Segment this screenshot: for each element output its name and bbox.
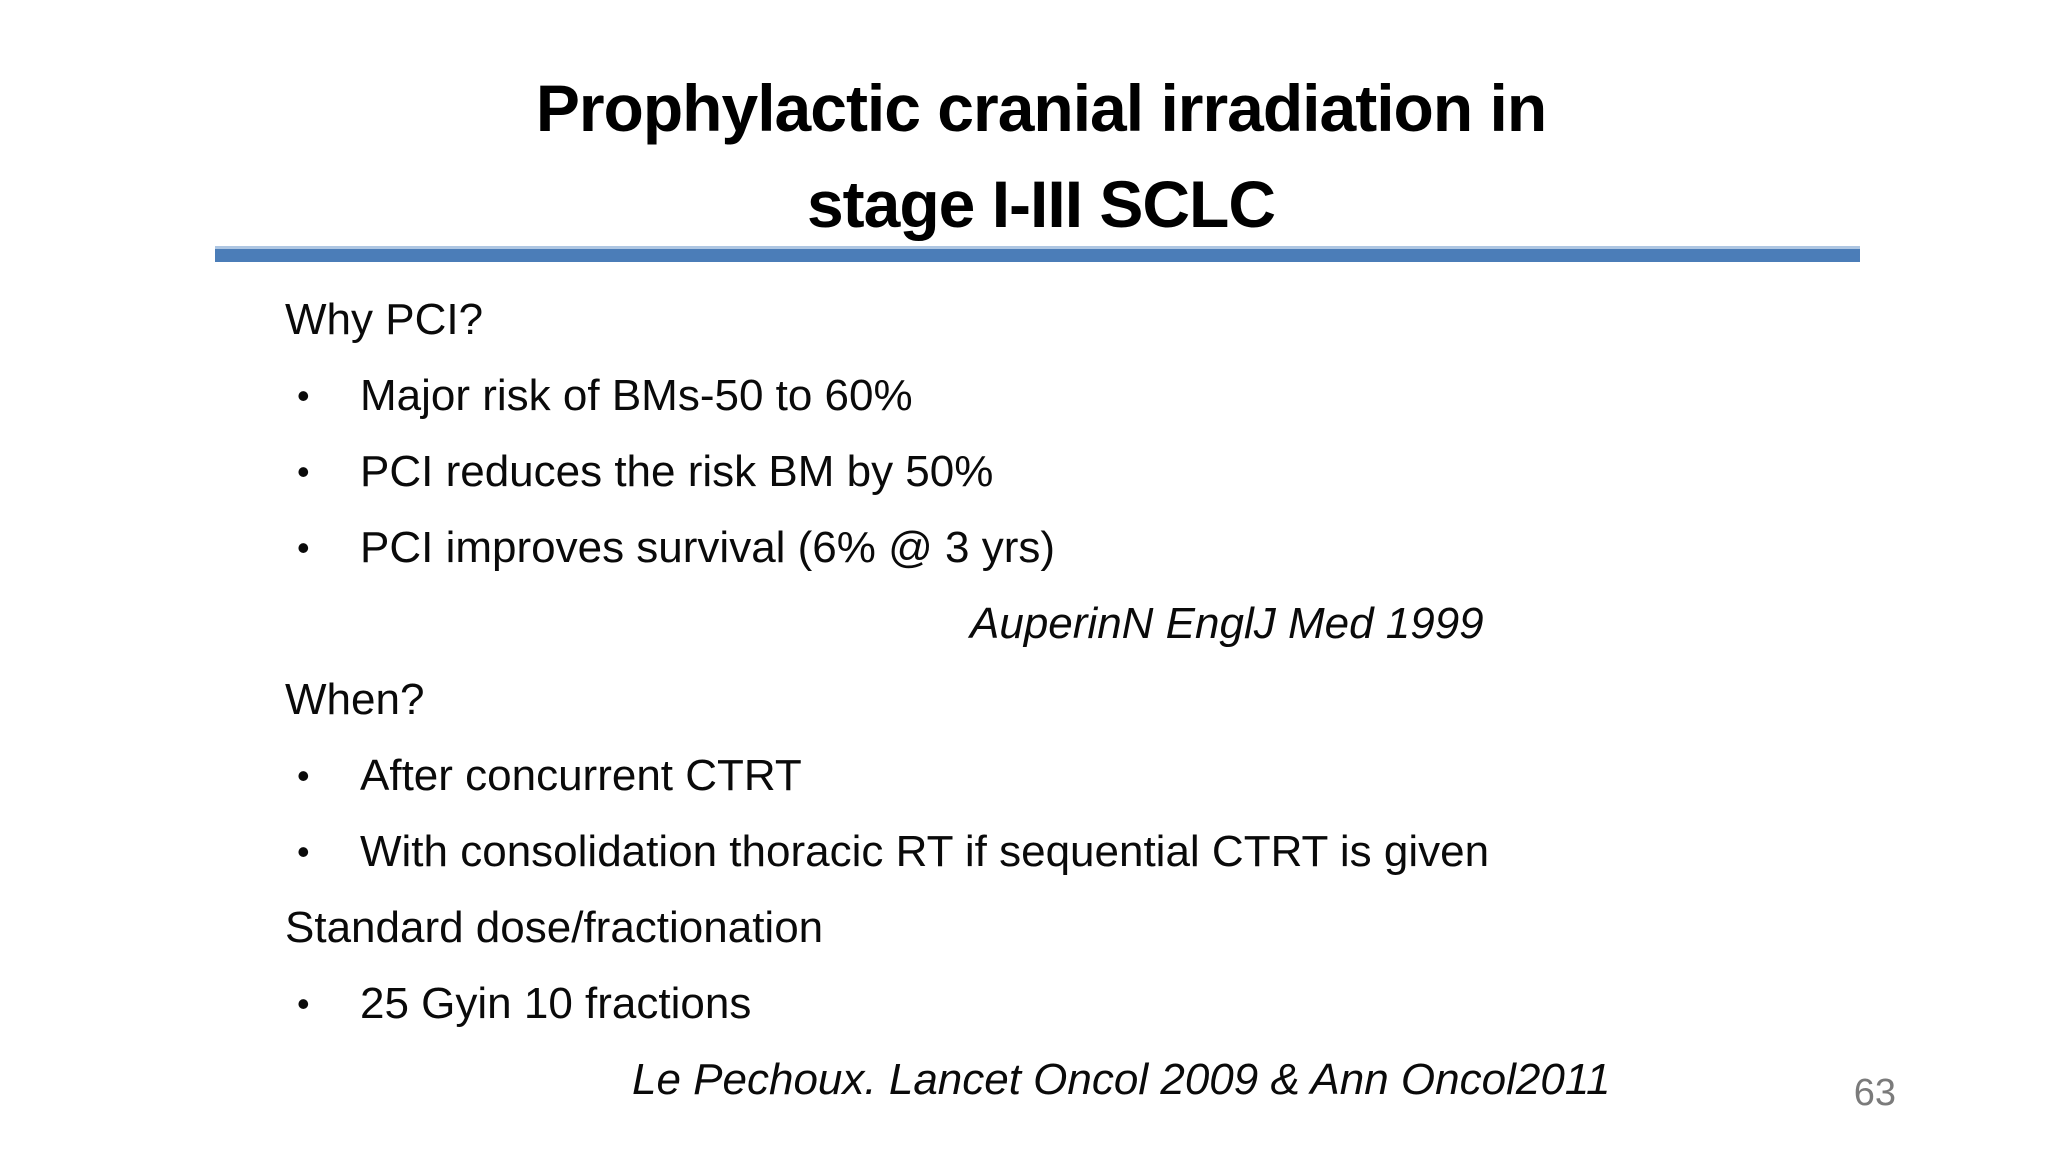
slide-body: Why PCI? • Major risk of BMs-50 to 60% • PCI… [285,282,1935,1118]
body-line-text: Le Pechoux. Lancet Oncol 2009 & Ann Onco… [632,1055,1611,1104]
bullet-icon: • [297,755,310,796]
body-line-text: PCI reduces the risk BM by 50% [360,447,994,496]
body-line-text: 25 Gyin 10 fractions [360,979,752,1028]
body-line-bullet: • Major risk of BMs-50 to 60% [285,358,1935,434]
bullet-icon: • [297,375,310,416]
body-line-bullet: • With consolidation thoracic RT if seque… [285,814,1935,890]
title-divider-rule [215,246,1860,262]
bullet-icon: • [297,831,310,872]
body-line-plain: Standard dose/fractionation [285,890,1935,966]
body-line-text: With consolidation thoracic RT if sequen… [360,827,1490,876]
body-line-citation2: Le Pechoux. Lancet Oncol 2009 & Ann Onco… [632,1042,1935,1118]
page-number: 63 [1853,1072,1896,1114]
body-line-text: After concurrent CTRT [360,751,802,800]
body-line-bullet: • PCI improves survival (6% @ 3 yrs) [285,510,1935,586]
bullet-icon: • [297,451,310,492]
bullet-icon: • [297,983,310,1024]
body-line-text: When? [285,675,425,724]
body-line-bullet: • 25 Gyin 10 fractions [285,966,1935,1042]
title-line-2: stage I-III SCLC [806,167,1276,241]
bullet-icon: • [297,527,310,568]
body-line-plain: When? [285,662,1935,738]
slide-title: Prophylactic cranial irradiation in stag… [34,60,2048,252]
body-line-text: AuperinN EnglJ Med 1999 [970,599,1484,648]
body-line-text: Standard dose/fractionation [285,903,824,952]
body-line-text: Major risk of BMs-50 to 60% [360,371,913,420]
body-line-bullet: • PCI reduces the risk BM by 50% [285,434,1935,510]
body-line-bullet: • After concurrent CTRT [285,738,1935,814]
body-line-citation1: AuperinN EnglJ Med 1999 [970,586,1935,662]
body-line-text: PCI improves survival (6% @ 3 yrs) [360,523,1056,572]
body-line-text: Why PCI? [285,295,484,344]
body-line-plain: Why PCI? [285,282,1935,358]
title-line-1: Prophylactic cranial irradiation in [535,71,1547,145]
